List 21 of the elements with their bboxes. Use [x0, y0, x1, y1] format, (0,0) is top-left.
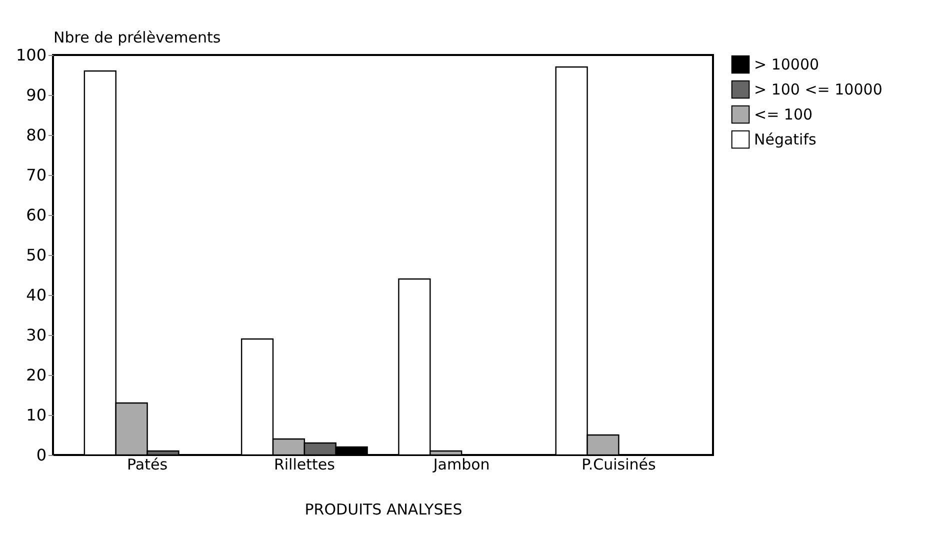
legend-label: <= 100	[754, 106, 813, 124]
legend-label: Négatifs	[754, 130, 816, 148]
y-tick-label: 90	[26, 86, 46, 104]
y-tick-label: 40	[26, 286, 46, 304]
x-tick-label: Rillettes	[274, 456, 336, 474]
y-tick-label: 30	[26, 326, 46, 344]
legend-label: > 100 <= 10000	[754, 80, 882, 98]
y-tick-label: 80	[26, 126, 46, 144]
x-axis-title: PRODUITS ANALYSES	[304, 500, 462, 518]
y-tick-label: 60	[26, 206, 46, 224]
y-axis-title: Nbre de prélèvements	[54, 28, 221, 46]
y-tick-label: 50	[26, 246, 46, 264]
y-tick-label: 20	[26, 366, 46, 384]
y-tick-label: 100	[16, 46, 46, 64]
y-tick-label: 10	[26, 406, 46, 424]
legend-label: > 10000	[754, 56, 820, 74]
x-tick-label: Patés	[127, 456, 168, 474]
x-tick-label: P.Cuisinés	[582, 456, 656, 474]
y-tick-label: 0	[36, 446, 46, 464]
x-tick-label: Jambon	[432, 456, 490, 474]
y-tick-label: 70	[26, 166, 46, 184]
